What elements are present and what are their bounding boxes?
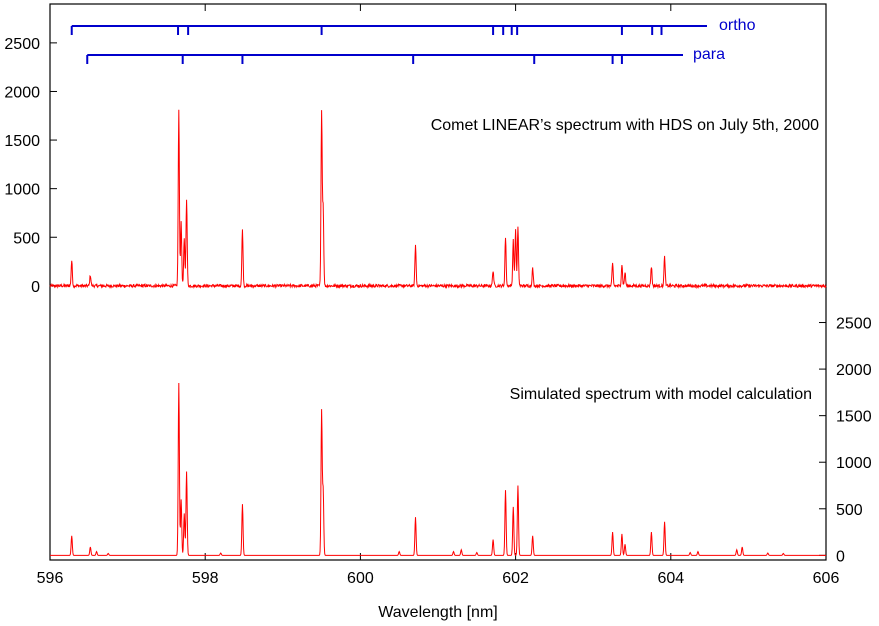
x-tick-label: 598 <box>192 570 219 587</box>
x-tick-label: 606 <box>813 570 840 587</box>
y-tick-label: 0 <box>31 279 40 296</box>
x-axis-title: Wavelength [nm] <box>378 604 497 621</box>
y-tick-label: 500 <box>13 230 40 247</box>
y-tick-label: 1000 <box>4 182 40 199</box>
y-tick-label: 1500 <box>4 133 40 150</box>
para-label: para <box>693 46 725 63</box>
x-tick-label: 600 <box>347 570 374 587</box>
ortho-label: ortho <box>719 17 756 34</box>
y-tick-label: 1500 <box>836 409 872 426</box>
y-tick-label: 2500 <box>836 316 872 333</box>
plot-frame <box>49 3 827 561</box>
observed-y-axis-ticks: 0 500 1000 1500 2000 2500 <box>4 36 57 296</box>
x-axis-ticks: 596 598 600 602 604 606 <box>37 4 840 587</box>
x-tick-label: 602 <box>502 570 529 587</box>
y-tick-label: 2500 <box>4 36 40 53</box>
observed-annotation: Comet LINEAR’s spectrum with HDS on July… <box>431 117 819 134</box>
observed-spectrum-line <box>49 109 827 290</box>
simulated-y-axis-ticks: 0 500 1000 1500 2000 2500 <box>819 316 872 565</box>
y-tick-label: 2000 <box>836 362 872 379</box>
y-tick-label: 2000 <box>4 84 40 101</box>
x-tick-label: 596 <box>37 570 64 587</box>
spectrum-series <box>49 109 827 556</box>
y-tick-label: 0 <box>836 548 845 565</box>
y-tick-label: 1000 <box>836 455 872 472</box>
simulated-spectrum-line <box>50 383 826 556</box>
x-tick-label: 604 <box>657 570 684 587</box>
simulated-annotation: Simulated spectrum with model calculatio… <box>510 386 812 403</box>
line-marker-combs <box>70 25 707 64</box>
y-tick-label: 500 <box>836 502 863 519</box>
